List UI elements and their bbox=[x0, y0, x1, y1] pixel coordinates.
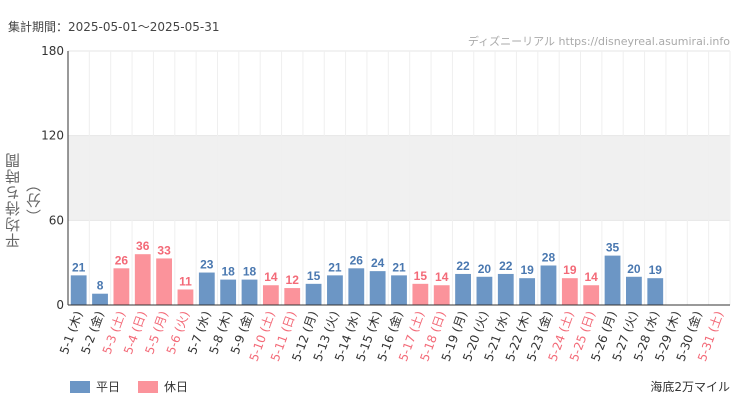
legend-swatch-weekday bbox=[70, 380, 90, 393]
y-tick-label: 120 bbox=[41, 129, 64, 143]
value-label: 14 bbox=[435, 270, 449, 284]
value-label: 28 bbox=[542, 250, 556, 264]
value-label: 21 bbox=[328, 260, 342, 274]
bar bbox=[519, 278, 536, 305]
legend-item-weekday[interactable]: 平日 bbox=[70, 378, 120, 395]
bar bbox=[412, 283, 429, 305]
y-ticks: 0 60 120 180 bbox=[41, 44, 64, 312]
bar bbox=[284, 288, 301, 305]
value-label: 14 bbox=[585, 270, 599, 284]
value-label: 19 bbox=[563, 263, 577, 277]
bar bbox=[113, 268, 130, 305]
bar bbox=[476, 276, 493, 305]
bar bbox=[583, 285, 600, 305]
value-label: 19 bbox=[649, 263, 663, 277]
bar bbox=[92, 293, 108, 305]
bar bbox=[241, 279, 258, 305]
value-label: 21 bbox=[72, 260, 86, 274]
value-label: 15 bbox=[307, 269, 321, 283]
axes bbox=[67, 51, 730, 306]
legend-swatch-holiday bbox=[138, 380, 159, 393]
value-label: 8 bbox=[97, 279, 104, 293]
value-label: 24 bbox=[371, 256, 385, 270]
value-label: 33 bbox=[157, 243, 171, 257]
chart-grid bbox=[67, 50, 731, 306]
value-label: 21 bbox=[392, 260, 406, 274]
value-label: 14 bbox=[264, 270, 278, 284]
bar bbox=[626, 276, 642, 305]
bar bbox=[70, 275, 87, 305]
value-label: 20 bbox=[627, 262, 641, 276]
bar bbox=[391, 275, 407, 305]
legend-label-weekday: 平日 bbox=[96, 380, 121, 394]
bar bbox=[134, 254, 151, 305]
value-label: 22 bbox=[456, 259, 470, 273]
source-label: ディズニーリアル https://disneyreal.asumirai.inf… bbox=[467, 35, 730, 48]
y-tick-label: 180 bbox=[41, 44, 64, 58]
bar bbox=[369, 271, 386, 305]
value-label: 11 bbox=[179, 274, 192, 288]
legend: 平日 休日 bbox=[70, 378, 206, 395]
value-label: 36 bbox=[136, 239, 150, 253]
period-label: 集計期間：2025-05-01～2025-05-31 bbox=[8, 20, 220, 34]
value-label: 18 bbox=[221, 265, 235, 279]
chart-bands bbox=[68, 135, 730, 221]
bar bbox=[604, 255, 621, 305]
y-tick-label: 60 bbox=[49, 213, 64, 227]
legend-item-holiday[interactable]: 休日 bbox=[138, 378, 188, 395]
value-label: 26 bbox=[350, 253, 364, 267]
value-labels: 21 8 26 36 33 11 23 18 18 14 12 15 21 26 24 21 15 14 22 20 2… bbox=[72, 239, 662, 293]
bar bbox=[561, 278, 578, 305]
shaded-band bbox=[68, 135, 730, 221]
x-tick-labels: 5-1 (木)5-2 (金)5-3 (土)5-4 (日)5-5 (月)5-6 (… bbox=[57, 309, 726, 363]
bar bbox=[497, 273, 514, 305]
bar bbox=[305, 283, 322, 305]
legend-label-holiday: 休日 bbox=[164, 380, 189, 394]
value-label: 26 bbox=[115, 253, 129, 267]
bar bbox=[177, 289, 194, 305]
bar bbox=[198, 272, 215, 305]
value-label: 18 bbox=[243, 265, 257, 279]
value-label: 12 bbox=[286, 273, 300, 287]
bar bbox=[220, 279, 237, 305]
bar bbox=[262, 285, 279, 305]
bar bbox=[455, 273, 471, 305]
value-label: 19 bbox=[520, 263, 534, 277]
attraction-name: 海底2万マイル bbox=[650, 380, 730, 394]
bar bbox=[433, 285, 450, 305]
bar bbox=[327, 275, 343, 305]
value-label: 15 bbox=[414, 269, 428, 283]
bar bbox=[156, 258, 172, 305]
value-label: 22 bbox=[499, 259, 513, 273]
value-label: 20 bbox=[478, 262, 492, 276]
bar bbox=[348, 268, 365, 305]
bar bbox=[647, 278, 664, 305]
bars bbox=[70, 254, 664, 305]
bar bbox=[540, 265, 557, 305]
value-label: 35 bbox=[606, 241, 620, 255]
value-label: 23 bbox=[200, 258, 214, 272]
y-tick-label: 0 bbox=[56, 298, 64, 312]
